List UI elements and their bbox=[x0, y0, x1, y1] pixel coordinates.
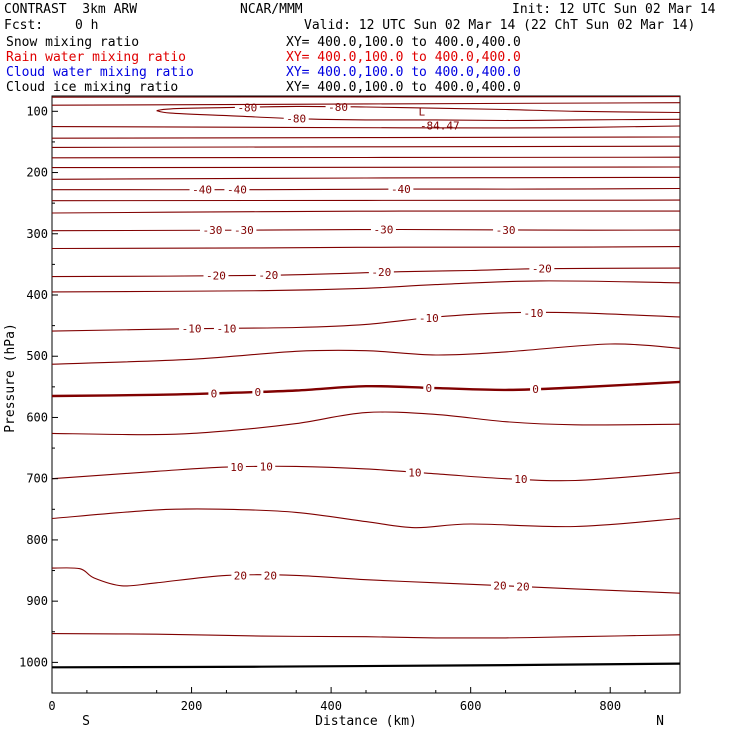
contour-line bbox=[51, 280, 681, 293]
contour-line bbox=[51, 187, 681, 191]
field-xy-snow: XY= 400.0,100.0 to 400.0,400.0 bbox=[286, 35, 521, 50]
contour-value-label: 0 bbox=[425, 382, 432, 395]
low-marker-symbol: L bbox=[419, 106, 426, 119]
center-title: NCAR/MMM bbox=[240, 2, 303, 17]
y-tick-label: 1000 bbox=[19, 655, 48, 669]
y-tick-label: 100 bbox=[26, 104, 48, 118]
contour-value-label: -10 bbox=[182, 323, 202, 336]
contour-line bbox=[51, 96, 681, 98]
contour-value-label: -20 bbox=[532, 263, 552, 276]
south-end-label: S bbox=[82, 714, 90, 729]
contour-value-label: -20 bbox=[371, 266, 391, 279]
contour-line bbox=[51, 633, 681, 639]
contour-value-label: 20 bbox=[264, 569, 277, 582]
forecast-hour: 0 h bbox=[75, 18, 99, 33]
field-xy-rain: XY= 400.0,100.0 to 400.0,400.0 bbox=[286, 50, 521, 65]
x-tick-label: 800 bbox=[599, 699, 621, 713]
y-tick-label: 400 bbox=[26, 288, 48, 302]
forecast-label: Fcst: bbox=[4, 18, 44, 33]
contour-value-label: 20 bbox=[516, 581, 529, 594]
contour-value-label: 10 bbox=[514, 473, 527, 486]
contour-value-label: -40 bbox=[192, 184, 212, 197]
contour-line bbox=[51, 508, 681, 529]
field-xy-cloud-water: XY= 400.0,100.0 to 400.0,400.0 bbox=[286, 65, 521, 80]
low-marker-value: -84.47 bbox=[420, 120, 460, 133]
contour-value-label: -30 bbox=[203, 224, 223, 237]
contour-value-label: 10 bbox=[230, 461, 243, 474]
x-tick-label: 600 bbox=[460, 699, 482, 713]
y-tick-label: 300 bbox=[26, 227, 48, 241]
y-tick-label: 500 bbox=[26, 349, 48, 363]
contour-value-label: -30 bbox=[234, 224, 254, 237]
contour-value-label: -80 bbox=[328, 101, 348, 114]
contour-line bbox=[51, 343, 681, 365]
contour-line bbox=[51, 125, 681, 129]
field-xy-cloud-ice: XY= 400.0,100.0 to 400.0,400.0 bbox=[286, 80, 521, 95]
x-tick-label: 200 bbox=[181, 699, 203, 713]
contour-line bbox=[51, 311, 681, 332]
contour-line bbox=[156, 105, 681, 114]
field-name-cloud-ice: Cloud ice mixing ratio bbox=[6, 80, 179, 95]
contour-line-zero bbox=[51, 380, 681, 398]
y-axis: 100 200 300 400 500 600 700 800 900 1000 bbox=[19, 104, 58, 669]
contour-lines: -80 -80 -80 -40 -40 -40 -30 -30 -30 -30 -20 -20 -20 -… bbox=[51, 96, 681, 669]
contour-value-label: 20 bbox=[234, 569, 247, 582]
contour-value-label: -30 bbox=[374, 224, 394, 237]
contour-line bbox=[51, 145, 681, 148]
valid-time: Valid: 12 UTC Sun 02 Mar 14 (22 ChT Sun … bbox=[304, 18, 696, 33]
init-time: Init: 12 UTC Sun 02 Mar 14 bbox=[512, 2, 716, 17]
contour-value-label: 0 bbox=[532, 383, 539, 396]
contour-line bbox=[51, 465, 681, 482]
x-axis-title: Distance (km) bbox=[315, 714, 417, 729]
contour-line bbox=[51, 567, 681, 594]
x-tick-label: 0 bbox=[48, 699, 55, 713]
field-name-rain: Rain water mixing ratio bbox=[6, 50, 187, 65]
contour-line bbox=[51, 228, 681, 232]
contour-line bbox=[51, 199, 681, 202]
contour-line bbox=[51, 210, 680, 214]
contour-value-label: -10 bbox=[524, 307, 544, 320]
surface-line bbox=[51, 662, 681, 669]
contour-value-label: -40 bbox=[227, 184, 247, 197]
contour-line bbox=[51, 411, 681, 436]
contour-line bbox=[51, 166, 681, 169]
contour-line bbox=[51, 136, 681, 139]
y-axis-title: Pressure (hPa) bbox=[3, 323, 18, 433]
contour-value-label: -10 bbox=[217, 322, 237, 335]
contour-value-label: -80 bbox=[286, 113, 306, 126]
field-name-snow: Snow mixing ratio bbox=[6, 35, 140, 50]
contour-value-label: -10 bbox=[419, 312, 439, 325]
y-tick-label: 700 bbox=[26, 472, 48, 486]
x-axis: 0 200 400 600 800 bbox=[48, 687, 646, 713]
contour-value-label: -20 bbox=[206, 270, 226, 283]
contour-value-label: -80 bbox=[237, 101, 257, 114]
contour-line bbox=[51, 267, 681, 278]
y-tick-label: 800 bbox=[26, 533, 48, 547]
contour-value-label: -40 bbox=[391, 183, 411, 196]
model-title: CONTRAST 3km ARW bbox=[4, 2, 138, 17]
contour-value-label: 10 bbox=[260, 461, 273, 474]
contour-line bbox=[156, 110, 681, 122]
contour-value-label: 0 bbox=[255, 386, 262, 399]
contour-value-label: -20 bbox=[258, 269, 278, 282]
contour-value-label: 10 bbox=[408, 466, 421, 479]
y-tick-label: 900 bbox=[26, 594, 48, 608]
contour-line bbox=[51, 246, 681, 250]
x-tick-label: 400 bbox=[320, 699, 342, 713]
contour-value-label: 0 bbox=[211, 387, 218, 400]
contour-line bbox=[51, 102, 681, 106]
y-tick-label: 200 bbox=[26, 166, 48, 180]
contour-value-label: -30 bbox=[496, 224, 516, 237]
contour-line bbox=[51, 156, 681, 159]
field-name-cloud-water: Cloud water mixing ratio bbox=[6, 65, 194, 80]
contour-line bbox=[51, 176, 681, 180]
north-end-label: N bbox=[656, 714, 664, 729]
y-tick-label: 600 bbox=[26, 410, 48, 424]
contour-value-label: 20 bbox=[493, 580, 506, 593]
